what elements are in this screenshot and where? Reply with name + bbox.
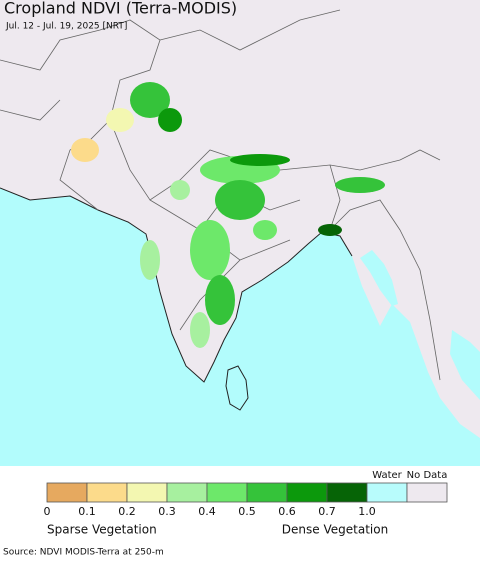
gulf <box>450 330 480 400</box>
legend-special-label: No Data <box>407 470 448 481</box>
legend-tick-label: 0.2 <box>118 505 136 518</box>
ocean <box>0 188 480 466</box>
legend-swatch <box>126 482 168 503</box>
legend-swatch <box>206 482 248 503</box>
legend-swatch <box>86 482 128 503</box>
legend-special-label: Water <box>372 470 402 481</box>
legend-swatch <box>326 482 368 503</box>
sri-lanka <box>225 365 249 411</box>
source: Source: NDVI MODIS-Terra at 250-m <box>3 548 164 558</box>
coastline <box>0 187 353 383</box>
legend-tick-label: 0.4 <box>198 505 216 518</box>
legend-tick-label: 0.3 <box>158 505 176 518</box>
legend-tick-label: 0 <box>44 505 51 518</box>
vegetation <box>71 82 385 348</box>
legend-tick-label: 0.6 <box>278 505 296 518</box>
legend: 0 0.1 0.2 0.3 0.4 0.5 0.6 0.7 1.0 Water No Data <box>44 470 448 518</box>
subtitle: Jul. 12 - Jul. 19, 2025 [NRT] <box>5 22 127 32</box>
legend-swatch <box>166 482 208 503</box>
legend-tick-label: 0.5 <box>238 505 256 518</box>
legend-low-label: Sparse Vegetation <box>47 523 157 537</box>
legend-swatch <box>286 482 328 503</box>
legend-swatch <box>246 482 288 503</box>
legend-background <box>0 466 480 561</box>
legend-high-label: Dense Vegetation <box>282 523 388 537</box>
legend-tick-label: 0.7 <box>318 505 336 518</box>
legend-tick-label: 0.1 <box>78 505 96 518</box>
legend-swatch <box>46 482 88 503</box>
legend-swatch <box>366 482 408 503</box>
title: Cropland NDVI (Terra-MODIS) <box>4 0 237 18</box>
bay <box>360 250 398 306</box>
legend-swatch <box>406 482 448 503</box>
legend-tick-label: 1.0 <box>358 505 376 518</box>
